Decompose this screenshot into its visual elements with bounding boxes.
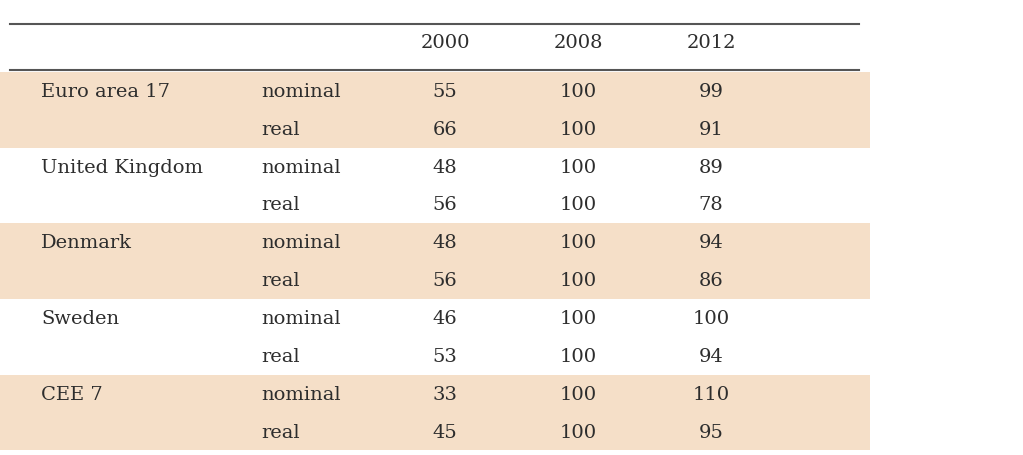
Text: 91: 91 (699, 121, 723, 138)
Text: 53: 53 (433, 347, 457, 365)
Text: nominal: nominal (261, 309, 341, 327)
Bar (0, 413, 870, 450)
Text: 100: 100 (693, 309, 729, 327)
Text: 48: 48 (433, 158, 457, 176)
Text: 94: 94 (699, 234, 723, 252)
Text: 56: 56 (433, 196, 457, 214)
Text: real: real (261, 121, 300, 138)
Text: 100: 100 (560, 121, 596, 138)
Bar (0, 224, 870, 262)
Text: real: real (261, 196, 300, 214)
Bar (0, 299, 870, 337)
Text: 55: 55 (433, 83, 457, 101)
Bar (0, 337, 870, 375)
Text: 100: 100 (560, 423, 596, 440)
Text: 89: 89 (699, 158, 723, 176)
Text: 56: 56 (433, 272, 457, 289)
Text: 99: 99 (699, 83, 723, 101)
Text: real: real (261, 347, 300, 365)
Text: real: real (261, 423, 300, 440)
Bar (0, 73, 870, 111)
Text: CEE 7: CEE 7 (41, 385, 102, 403)
Text: nominal: nominal (261, 234, 341, 252)
Text: 100: 100 (560, 347, 596, 365)
Text: 100: 100 (560, 234, 596, 252)
Text: Sweden: Sweden (41, 309, 119, 327)
Text: nominal: nominal (261, 158, 341, 176)
Text: 2012: 2012 (686, 34, 736, 52)
Text: 100: 100 (560, 158, 596, 176)
Text: 95: 95 (699, 423, 723, 440)
Text: 33: 33 (433, 385, 457, 403)
Text: 86: 86 (699, 272, 723, 289)
Text: nominal: nominal (261, 385, 341, 403)
Text: 2008: 2008 (553, 34, 603, 52)
Text: nominal: nominal (261, 83, 341, 101)
Text: 100: 100 (560, 385, 596, 403)
Bar (0, 186, 870, 224)
Text: 46: 46 (433, 309, 457, 327)
Bar (0, 262, 870, 299)
Text: 48: 48 (433, 234, 457, 252)
Text: Denmark: Denmark (41, 234, 132, 252)
Bar (0, 14, 1023, 73)
Bar (0, 111, 870, 148)
Text: 100: 100 (560, 309, 596, 327)
Text: 2000: 2000 (420, 34, 470, 52)
Text: 45: 45 (433, 423, 457, 440)
Text: real: real (261, 272, 300, 289)
Text: 66: 66 (433, 121, 457, 138)
Text: 94: 94 (699, 347, 723, 365)
Text: 110: 110 (693, 385, 729, 403)
Text: United Kingdom: United Kingdom (41, 158, 203, 176)
Text: 100: 100 (560, 272, 596, 289)
Text: 100: 100 (560, 196, 596, 214)
Bar (0, 375, 870, 413)
Text: Euro area 17: Euro area 17 (41, 83, 170, 101)
Bar (0, 148, 870, 186)
Text: 78: 78 (699, 196, 723, 214)
Text: 100: 100 (560, 83, 596, 101)
